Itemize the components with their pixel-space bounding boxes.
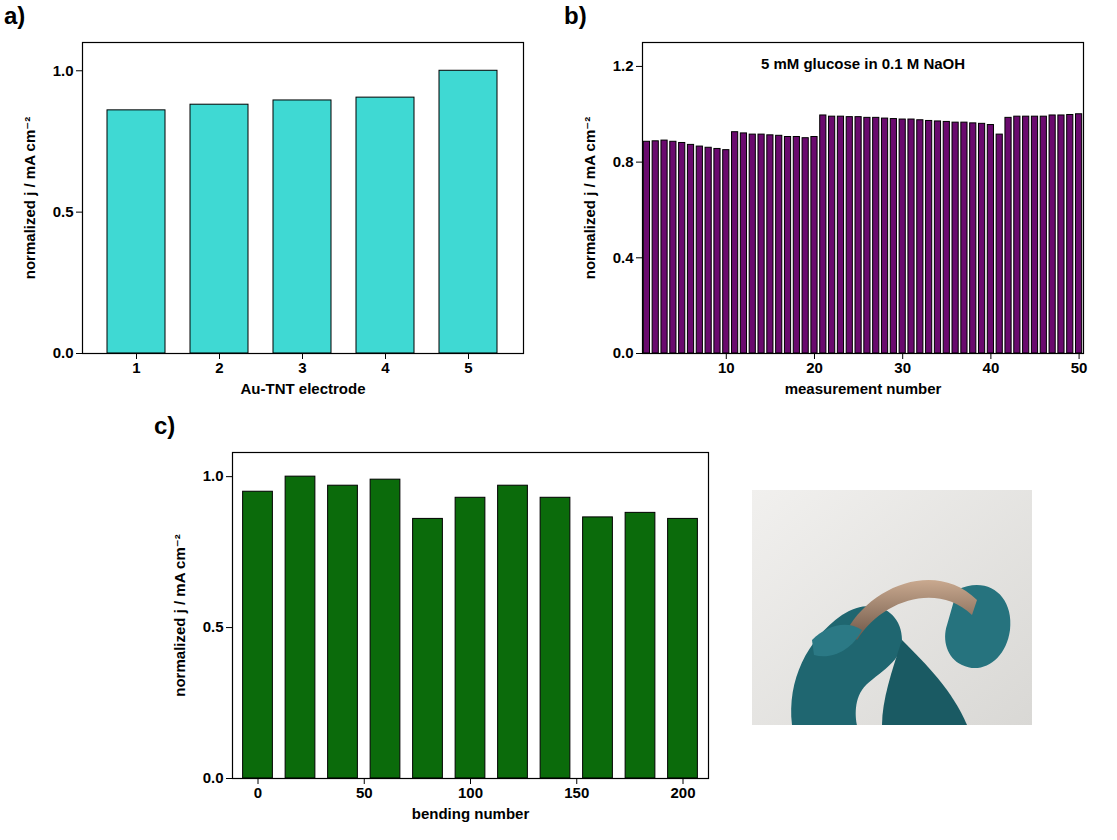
svg-text:5 mM glucose in 0.1 M NaOH: 5 mM glucose in 0.1 M NaOH <box>761 55 965 72</box>
svg-text:0.5: 0.5 <box>53 203 74 220</box>
svg-text:normalized j / mA cm⁻²: normalized j / mA cm⁻² <box>21 117 38 279</box>
svg-text:0.8: 0.8 <box>613 153 634 170</box>
svg-text:1.2: 1.2 <box>613 57 634 74</box>
svg-text:1: 1 <box>132 359 140 376</box>
svg-text:normalized j / mA cm⁻²: normalized j / mA cm⁻² <box>171 534 188 696</box>
svg-text:bending number: bending number <box>412 805 530 822</box>
svg-text:50: 50 <box>356 784 373 801</box>
svg-text:40: 40 <box>983 359 1000 376</box>
svg-text:200: 200 <box>670 784 695 801</box>
svg-text:150: 150 <box>564 784 589 801</box>
svg-text:100: 100 <box>458 784 483 801</box>
svg-text:30: 30 <box>894 359 911 376</box>
html-text:a): a) <box>4 2 26 29</box>
svg-text:50: 50 <box>1071 359 1088 376</box>
svg-text:5: 5 <box>464 359 472 376</box>
svg-text:2: 2 <box>215 359 223 376</box>
svg-text:0.0: 0.0 <box>203 769 224 786</box>
svg-text:10: 10 <box>718 359 735 376</box>
html-text:b): b) <box>564 2 587 29</box>
svg-text:3: 3 <box>298 359 306 376</box>
svg-text:Au-TNT electrode: Au-TNT electrode <box>240 380 365 397</box>
svg-text:0: 0 <box>254 784 262 801</box>
svg-text:4: 4 <box>381 359 390 376</box>
svg-text:20: 20 <box>806 359 823 376</box>
svg-text:1.0: 1.0 <box>203 467 224 484</box>
svg-text:0.4: 0.4 <box>613 249 635 266</box>
svg-text:0.0: 0.0 <box>53 344 74 361</box>
svg-text:0.0: 0.0 <box>613 344 634 361</box>
svg-text:0.5: 0.5 <box>203 618 224 635</box>
svg-text:normalized j / mA cm⁻²: normalized j / mA cm⁻² <box>581 117 598 279</box>
svg-text:1.0: 1.0 <box>53 62 74 79</box>
html-text:c): c) <box>154 412 176 439</box>
svg-text:measurement number: measurement number <box>785 380 942 397</box>
